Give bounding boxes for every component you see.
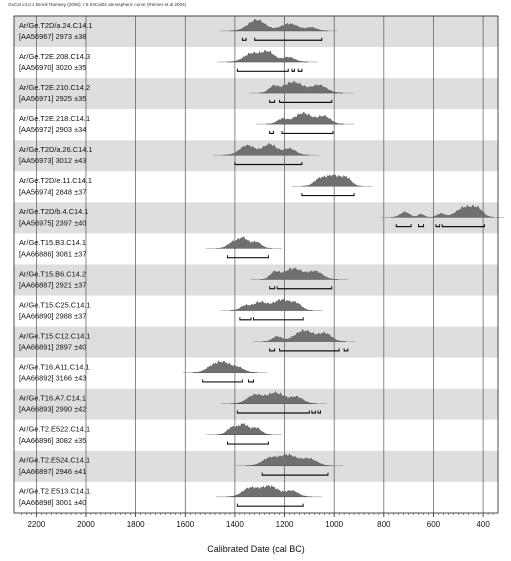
sample-name: Ar/Ge.T2D/a.26.C14.1 [19, 145, 93, 154]
probability-distribution [226, 484, 312, 497]
sample-name: Ar/Ge.T2E.210.C14.2 [19, 83, 90, 92]
x-tick-label: 600 [427, 520, 441, 529]
sample-band [14, 388, 498, 420]
sample-lab-date: [AA56972] 2903 ±34 [19, 125, 86, 134]
x-tick-label: 1000 [325, 520, 343, 529]
sample-lab-date: [AA56970] 3020 ±35 [19, 63, 86, 72]
sample-lab-date: [AA66886] 3081 ±37 [19, 249, 86, 258]
sample-name: Ar/Ge.T15.B6.C14.2 [19, 269, 86, 278]
hpd-range-brackets [202, 37, 485, 507]
x-tick-label: 1800 [127, 520, 145, 529]
sample-lab-date: [AA66892] 3166 ±43 [19, 374, 86, 383]
x-tick-label: 1200 [276, 520, 294, 529]
probability-distribution [262, 328, 346, 342]
probability-distribution [223, 143, 310, 156]
probability-distribution [192, 360, 258, 373]
sample-name: Ar/Ge.T2.E524.C14.1 [19, 456, 90, 465]
sample-band [14, 171, 498, 203]
sample-band [14, 481, 498, 513]
sample-labels: Ar/Ge.T2D/a.24.C14.1 [AA56967] 2973 ±38 Ar… [19, 21, 93, 507]
sample-band [14, 233, 498, 265]
sample-name: Ar/Ge.T2.E522.C14.1 [19, 425, 90, 434]
x-tick-label: 400 [476, 520, 490, 529]
sample-lab-date: [AA66898] 3001 ±40 [19, 498, 86, 507]
x-tick-label: 2000 [77, 520, 95, 529]
sample-name: Ar/Ge.T16.A7.C14.1 [19, 394, 86, 403]
sample-name: Ar/Ge.T2.E513.C14.1 [19, 487, 90, 496]
probability-distribution [301, 174, 363, 187]
probability-distribution [230, 297, 313, 311]
probability-distribution [260, 266, 338, 280]
sample-band [14, 140, 498, 172]
x-tick-label: 800 [377, 520, 391, 529]
sample-lab-date: [AA56967] 2973 ±38 [19, 32, 86, 41]
sample-band [14, 450, 498, 482]
sample-name: Ar/Ge.T2E.218.C14.1 [19, 114, 90, 123]
probability-distribution [226, 50, 309, 63]
x-axis-label: Calibrated Date (cal BC) [207, 544, 305, 554]
sample-band [14, 47, 498, 79]
sample-lab-date: [AA56975] 2397 ±40 [19, 218, 86, 227]
x-axis: 2200 2000 1800 1600 1400 1200 1000 800 600 400 [21, 513, 494, 529]
sample-lab-date: [AA56974] 2848 ±37 [19, 187, 86, 196]
probability-distributions [182, 18, 504, 498]
sample-name: Ar/Ge.T2D/a.24.C14.1 [19, 21, 93, 30]
probability-distribution [245, 453, 334, 466]
vertical-gridlines [35, 16, 484, 513]
sample-lab-date: [AA66893] 2990 ±42 [19, 405, 86, 414]
probability-distribution [390, 204, 495, 218]
sample-lab-date: [AA66891] 2897 ±40 [19, 343, 86, 352]
plot-frame [13, 15, 499, 514]
sample-band [14, 264, 498, 296]
x-tick-label: 2200 [27, 520, 45, 529]
sample-name: Ar/Ge.T2E.208.C14.3 [19, 52, 90, 61]
sample-band [14, 295, 498, 327]
sample-band [14, 109, 498, 141]
sample-band [14, 326, 498, 358]
sample-name: Ar/Ge.T15.B3.C14.1 [19, 238, 86, 247]
x-tick-label: 1400 [226, 520, 244, 529]
probability-distribution [216, 236, 272, 249]
sample-lab-date: [AA66890] 2988 ±37 [19, 312, 86, 321]
sample-lab-date: [AA66896] 3082 ±35 [19, 436, 86, 445]
probability-distribution [259, 80, 344, 94]
sample-band [14, 78, 498, 110]
sample-bands [14, 16, 498, 513]
sample-band [14, 357, 498, 389]
sample-name: Ar/Ge.T15.C12.C14.1 [19, 331, 90, 340]
probability-distribution [266, 111, 345, 125]
probability-distribution [230, 390, 317, 404]
sample-name: Ar/Ge.T2D/b.4.C14.1 [19, 207, 88, 216]
probability-distribution [229, 18, 328, 32]
probability-distribution [216, 423, 272, 435]
sample-name: Ar/Ge.T15.C25.C14.1 [19, 300, 90, 309]
sample-lab-date: [AA66897] 2946 ±41 [19, 467, 86, 476]
x-tick-label: 1600 [176, 520, 194, 529]
calibration-software-note: OxCal v4.0.1 Bronk Ramsey (2006); r:5 In… [8, 2, 187, 7]
sample-band [14, 202, 498, 234]
sample-name: Ar/Ge.T2D/e.11.C14.1 [19, 176, 92, 185]
sample-lab-date: [AA56973] 3012 ±43 [19, 156, 86, 165]
sample-name: Ar/Ge.T16.A11.C14.1 [19, 362, 90, 371]
sample-band [14, 419, 498, 451]
sample-lab-date: [AA66887] 2921 ±37 [19, 280, 86, 289]
sample-lab-date: [AA56971] 2925 ±35 [19, 94, 86, 103]
